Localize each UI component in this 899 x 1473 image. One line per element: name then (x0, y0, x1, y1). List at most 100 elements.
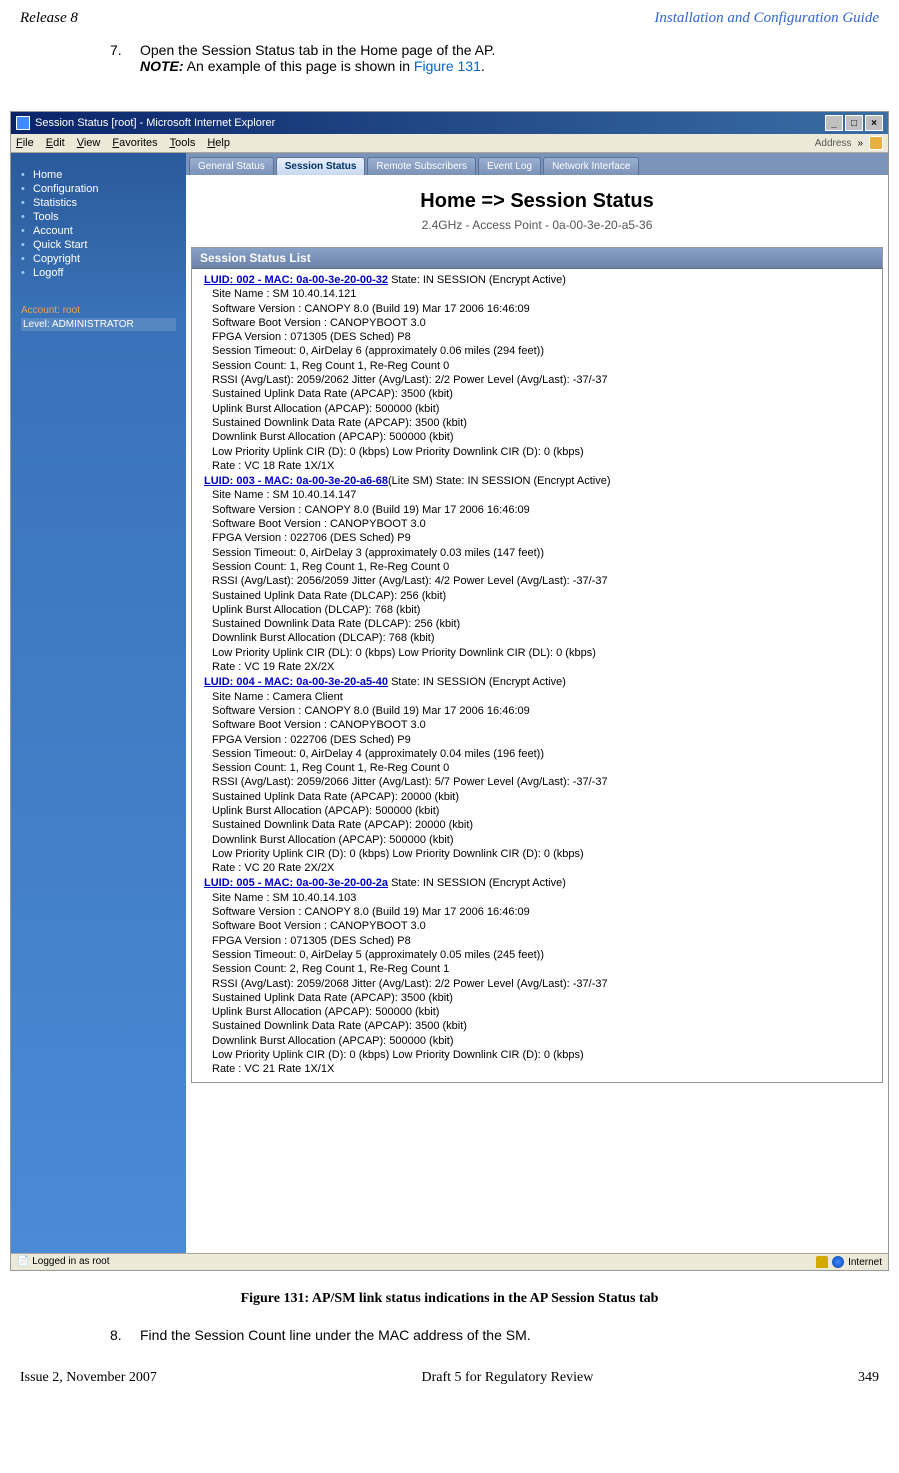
session-line: RSSI (Avg/Last): 2059/2068 Jitter (Avg/L… (204, 977, 874, 991)
address-chevron[interactable]: » (857, 138, 863, 149)
session-line: FPGA Version : 071305 (DES Sched) P8 (204, 330, 874, 344)
ie-icon (16, 116, 30, 130)
window-title: Session Status [root] - Microsoft Intern… (35, 117, 275, 129)
session-line: FPGA Version : 071305 (DES Sched) P8 (204, 934, 874, 948)
session-line: Downlink Burst Allocation (APCAP): 50000… (204, 1034, 874, 1048)
sidebar-item-account[interactable]: Account (21, 224, 176, 238)
session-line: Site Name : Camera Client (204, 690, 874, 704)
tab-bar: General StatusSession StatusRemote Subsc… (186, 153, 888, 175)
lock-icon (816, 1256, 828, 1268)
subtitle: 2.4GHz - Access Point - 0a-00-3e-20-a5-3… (186, 218, 888, 247)
step-number: 7. (110, 42, 140, 74)
address-label: Address (815, 138, 852, 149)
header-left: Release 8 (20, 10, 78, 27)
statusbar-right: Internet (848, 1257, 882, 1268)
step-body: Find the Session Count line under the MA… (140, 1327, 839, 1343)
session-state: (Lite SM) State: IN SESSION (Encrypt Act… (388, 475, 611, 487)
session-line: RSSI (Avg/Last): 2056/2059 Jitter (Avg/L… (204, 574, 874, 588)
menu-favorites[interactable]: Favorites (112, 137, 157, 149)
session-state: State: IN SESSION (Encrypt Active) (388, 274, 566, 286)
luid-link[interactable]: LUID: 002 - MAC: 0a-00-3e-20-00-32 (204, 274, 388, 286)
session-line: Sustained Uplink Data Rate (APCAP): 3500… (204, 991, 874, 1005)
content-area-2: 8. Find the Session Count line under the… (0, 1327, 899, 1365)
session-block: LUID: 005 - MAC: 0a-00-3e-20-00-2a State… (204, 876, 874, 1076)
menu-tools[interactable]: Tools (170, 137, 196, 149)
session-line: Downlink Burst Allocation (APCAP): 50000… (204, 430, 874, 444)
session-line: Sustained Downlink Data Rate (APCAP): 35… (204, 416, 874, 430)
session-line: Sustained Uplink Data Rate (APCAP): 3500… (204, 387, 874, 401)
footer-center: Draft 5 for Regulatory Review (422, 1370, 594, 1386)
session-line: Software Boot Version : CANOPYBOOT 3.0 (204, 517, 874, 531)
figure-link[interactable]: Figure 131 (414, 58, 481, 74)
session-line: Low Priority Uplink CIR (DL): 0 (kbps) L… (204, 646, 874, 660)
maximize-button[interactable]: □ (845, 115, 863, 131)
statusbar-left: Logged in as root (32, 1256, 109, 1267)
session-line: Low Priority Uplink CIR (D): 0 (kbps) Lo… (204, 445, 874, 459)
sidebar-item-quick-start[interactable]: Quick Start (21, 238, 176, 252)
status-header: Session Status List (192, 248, 882, 269)
session-line: Software Boot Version : CANOPYBOOT 3.0 (204, 919, 874, 933)
session-state: State: IN SESSION (Encrypt Active) (388, 877, 566, 889)
session-block: LUID: 002 - MAC: 0a-00-3e-20-00-32 State… (204, 273, 874, 473)
close-button[interactable]: × (865, 115, 883, 131)
step-number: 8. (110, 1327, 140, 1343)
figure-caption: Figure 131: AP/SM link status indication… (0, 1281, 899, 1327)
session-line: Uplink Burst Allocation (APCAP): 500000 … (204, 402, 874, 416)
menu-edit[interactable]: Edit (46, 137, 65, 149)
session-line: Software Version : CANOPY 8.0 (Build 19)… (204, 503, 874, 517)
minimize-button[interactable]: _ (825, 115, 843, 131)
session-line: FPGA Version : 022706 (DES Sched) P9 (204, 531, 874, 545)
tab-event-log[interactable]: Event Log (478, 157, 541, 175)
session-line: Rate : VC 21 Rate 1X/1X (204, 1062, 874, 1076)
level-info: Level: ADMINISTRATOR (21, 318, 176, 331)
note-label: NOTE: (140, 58, 184, 74)
menu-file[interactable]: File (16, 137, 34, 149)
session-line: Software Version : CANOPY 8.0 (Build 19)… (204, 905, 874, 919)
note-after: . (481, 58, 485, 74)
session-line: Session Count: 1, Reg Count 1, Re-Reg Co… (204, 359, 874, 373)
account-info: Account: root (21, 305, 176, 316)
tab-session-status[interactable]: Session Status (276, 157, 366, 175)
sidebar-item-copyright[interactable]: Copyright (21, 252, 176, 266)
sidebar-item-tools[interactable]: Tools (21, 210, 176, 224)
session-line: Site Name : SM 10.40.14.103 (204, 891, 874, 905)
session-line: Session Timeout: 0, AirDelay 3 (approxim… (204, 546, 874, 560)
luid-link[interactable]: LUID: 005 - MAC: 0a-00-3e-20-00-2a (204, 877, 388, 889)
browser-body: HomeConfigurationStatisticsToolsAccountQ… (11, 153, 888, 1253)
session-line: Session Count: 1, Reg Count 1, Re-Reg Co… (204, 761, 874, 775)
page-footer: Issue 2, November 2007 Draft 5 for Regul… (0, 1365, 899, 1401)
session-line: Low Priority Uplink CIR (D): 0 (kbps) Lo… (204, 1048, 874, 1062)
session-line: Session Timeout: 0, AirDelay 4 (approxim… (204, 747, 874, 761)
step-body: Open the Session Status tab in the Home … (140, 42, 839, 74)
sidebar-item-home[interactable]: Home (21, 168, 176, 182)
menu-help[interactable]: Help (207, 137, 230, 149)
address-section: Address » (815, 136, 883, 150)
session-line: RSSI (Avg/Last): 2059/2062 Jitter (Avg/L… (204, 373, 874, 387)
session-line: Rate : VC 18 Rate 1X/1X (204, 459, 874, 473)
session-line: Uplink Burst Allocation (APCAP): 500000 … (204, 804, 874, 818)
status-content: LUID: 002 - MAC: 0a-00-3e-20-00-32 State… (192, 269, 882, 1082)
luid-link[interactable]: LUID: 004 - MAC: 0a-00-3e-20-a5-40 (204, 676, 388, 688)
session-block: LUID: 004 - MAC: 0a-00-3e-20-a5-40 State… (204, 675, 874, 875)
sidebar-item-configuration[interactable]: Configuration (21, 182, 176, 196)
session-line: Session Timeout: 0, AirDelay 5 (approxim… (204, 948, 874, 962)
content-area: 7. Open the Session Status tab in the Ho… (0, 32, 899, 96)
session-line: Site Name : SM 10.40.14.147 (204, 488, 874, 502)
session-line: Sustained Downlink Data Rate (APCAP): 20… (204, 818, 874, 832)
session-line: Rate : VC 20 Rate 2X/2X (204, 861, 874, 875)
session-line: Site Name : SM 10.40.14.121 (204, 287, 874, 301)
page-title: Home => Session Status (186, 175, 888, 218)
sidebar-item-statistics[interactable]: Statistics (21, 196, 176, 210)
tab-remote-subscribers[interactable]: Remote Subscribers (367, 157, 476, 175)
session-line: Session Count: 1, Reg Count 1, Re-Reg Co… (204, 560, 874, 574)
footer-left: Issue 2, November 2007 (20, 1370, 157, 1386)
tab-general-status[interactable]: General Status (189, 157, 274, 175)
luid-link[interactable]: LUID: 003 - MAC: 0a-00-3e-20-a6-68 (204, 475, 388, 487)
session-block: LUID: 003 - MAC: 0a-00-3e-20-a6-68(Lite … (204, 474, 874, 674)
tab-network-interface[interactable]: Network Interface (543, 157, 639, 175)
sidebar-item-logoff[interactable]: Logoff (21, 266, 176, 280)
session-line: Software Boot Version : CANOPYBOOT 3.0 (204, 316, 874, 330)
window-controls: _ □ × (825, 115, 883, 131)
menu-view[interactable]: View (77, 137, 101, 149)
session-line: Software Boot Version : CANOPYBOOT 3.0 (204, 718, 874, 732)
